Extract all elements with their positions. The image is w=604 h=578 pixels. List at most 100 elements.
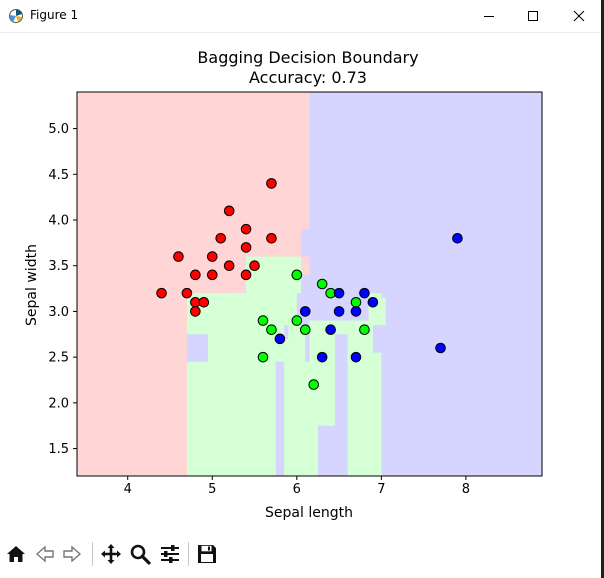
- data-point-class-1: [299, 324, 311, 336]
- y-tick-label: 4.5: [48, 168, 69, 183]
- decision-region-class-1: [186, 293, 382, 476]
- data-points: [156, 178, 463, 390]
- forward-button[interactable]: [59, 540, 85, 568]
- data-point-class-1: [257, 351, 269, 363]
- matplotlib-app-icon: [8, 8, 24, 24]
- data-point-class-2: [350, 306, 362, 317]
- data-point-class-0: [156, 287, 167, 299]
- data-point-class-0: [223, 260, 235, 272]
- close-icon: [573, 10, 585, 22]
- x-axis-label: Sepal length: [265, 505, 353, 521]
- toolbar-separator: [92, 542, 93, 566]
- data-point-class-0: [240, 242, 252, 253]
- y-tick-label: 2.0: [48, 396, 69, 411]
- back-icon: [35, 545, 54, 563]
- y-tick-label: 4.0: [48, 214, 69, 229]
- zoom-icon: [130, 544, 151, 565]
- axis-ticks: 4 5 6 7 8 1.5 2.0 2.5 3.0 3.5 4.0 4.5 5.0: [48, 122, 470, 497]
- decision-regions: [77, 92, 542, 476]
- home-button[interactable]: [3, 540, 29, 568]
- configure-button[interactable]: [157, 540, 183, 568]
- x-tick-label: 5: [208, 482, 216, 497]
- data-point-class-0: [266, 178, 277, 189]
- x-tick-label: 7: [377, 482, 385, 497]
- data-point-class-1: [291, 315, 303, 326]
- x-tick-label: 8: [462, 482, 470, 497]
- save-icon: [198, 545, 216, 563]
- chart-subtitle: Accuracy: 0.73: [249, 68, 367, 87]
- decision-region-class-2: [275, 361, 285, 476]
- forward-icon: [63, 545, 82, 563]
- save-button[interactable]: [194, 540, 220, 568]
- decision-region-class-2: [343, 274, 348, 321]
- toolbar-separator: [188, 542, 189, 566]
- data-point-class-0: [173, 251, 184, 262]
- decision-region-class-1: [317, 325, 327, 367]
- navigation-toolbar: [0, 536, 604, 572]
- figure-canvas: Bagging Decision Boundary Accuracy: 0.73…: [24, 48, 543, 521]
- maximize-button[interactable]: [510, 0, 556, 32]
- y-tick-label: 2.5: [48, 351, 69, 366]
- window-edge: [601, 0, 604, 578]
- zoom-button[interactable]: [127, 540, 153, 568]
- data-point-class-2: [325, 324, 336, 336]
- data-point-class-1: [359, 324, 370, 336]
- data-point-class-0: [215, 232, 227, 244]
- pan-icon: [101, 544, 121, 564]
- data-point-class-2: [333, 306, 345, 317]
- data-point-class-1: [308, 379, 320, 390]
- decision-region-class-2: [186, 334, 209, 362]
- back-button[interactable]: [32, 540, 58, 568]
- data-point-class-2: [435, 342, 446, 354]
- data-point-class-1: [291, 269, 303, 281]
- pan-button[interactable]: [98, 540, 124, 568]
- data-point-class-0: [266, 232, 277, 244]
- decision-region-class-2: [334, 334, 348, 476]
- data-point-class-2: [350, 351, 362, 363]
- data-point-class-1: [266, 324, 277, 336]
- y-tick-label: 3.5: [48, 259, 69, 274]
- decision-region-class-2: [301, 229, 310, 257]
- chart-title: Bagging Decision Boundary: [197, 48, 418, 67]
- data-point-class-2: [274, 333, 286, 345]
- data-point-class-0: [240, 269, 252, 281]
- decision-region-class-2: [372, 325, 382, 353]
- decision-region-class-2: [317, 425, 335, 476]
- maximize-icon: [528, 11, 538, 21]
- data-point-class-2: [452, 232, 463, 244]
- x-tick-label: 4: [124, 482, 132, 497]
- data-point-class-2: [333, 287, 345, 299]
- data-point-class-0: [190, 306, 201, 317]
- x-tick-label: 6: [293, 482, 301, 497]
- data-point-class-1: [316, 278, 328, 290]
- minimize-button[interactable]: [466, 0, 512, 32]
- y-tick-label: 5.0: [48, 122, 69, 137]
- data-point-class-0: [198, 296, 210, 308]
- y-tick-label: 3.0: [48, 305, 69, 320]
- data-point-class-2: [367, 296, 379, 308]
- decision-region-class-2: [284, 325, 289, 339]
- window-title: Figure 1: [30, 8, 79, 22]
- data-point-class-1: [350, 296, 362, 308]
- data-point-class-2: [316, 351, 328, 363]
- data-point-class-2: [359, 287, 370, 299]
- data-point-class-0: [190, 269, 201, 281]
- data-point-class-0: [181, 287, 193, 299]
- data-point-class-0: [206, 269, 218, 281]
- data-point-class-0: [206, 251, 218, 262]
- y-axis-label: Sepal width: [24, 244, 40, 326]
- configure-icon: [161, 545, 179, 563]
- title-bar: Figure 1: [0, 0, 604, 33]
- data-point-class-0: [223, 205, 235, 217]
- data-point-class-2: [299, 306, 311, 317]
- axes-frame: [76, 91, 543, 477]
- data-point-class-0: [249, 260, 260, 272]
- data-point-class-0: [240, 223, 252, 235]
- y-tick-label: 1.5: [48, 442, 69, 457]
- decision-region-class-2: [305, 325, 310, 362]
- decision-region-class-1: [229, 293, 247, 321]
- minimize-icon: [484, 16, 494, 17]
- data-point-class-1: [257, 315, 269, 326]
- home-icon: [7, 546, 25, 562]
- close-button[interactable]: [556, 0, 602, 32]
